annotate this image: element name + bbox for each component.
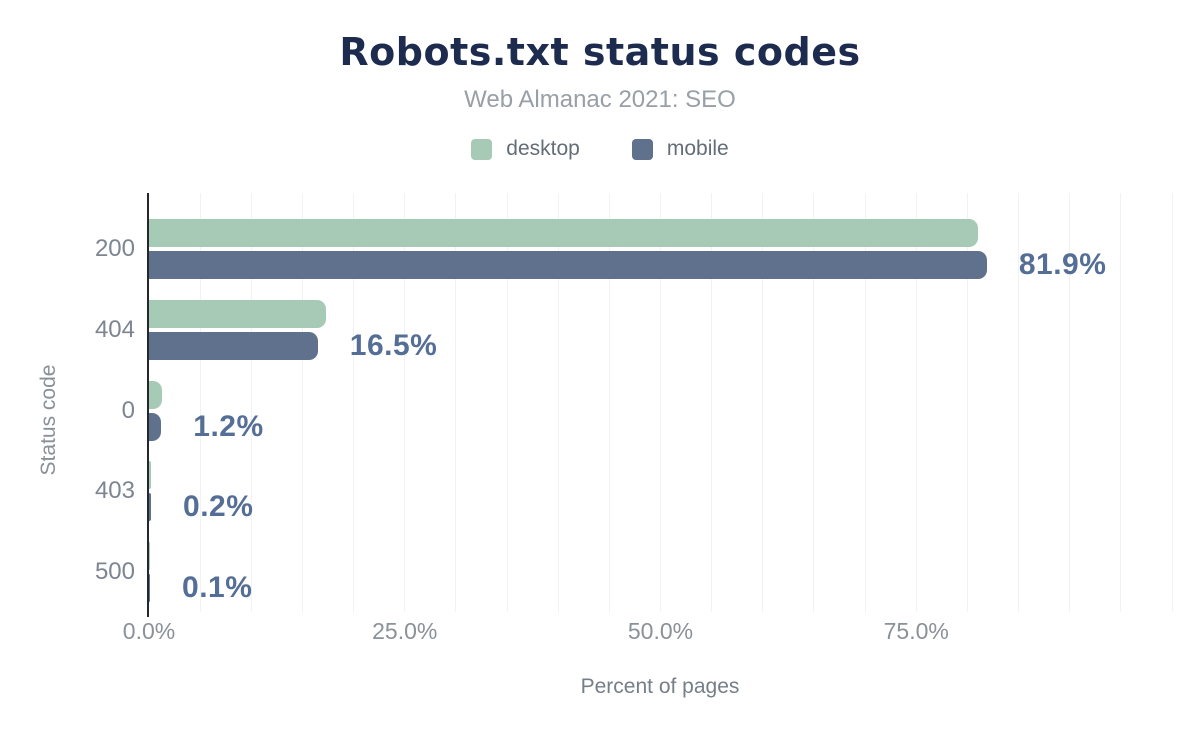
x-tick-50: 50.0% xyxy=(627,618,694,644)
gridline xyxy=(557,193,559,612)
gridline xyxy=(813,193,815,612)
bar-desktop-0 xyxy=(149,380,163,409)
gridline xyxy=(506,193,508,612)
value-label-404: 16.5% xyxy=(349,328,438,362)
value-label-500: 0.1% xyxy=(182,570,253,604)
gridline xyxy=(1018,193,1020,612)
gridline xyxy=(711,193,713,612)
bar-mobile-0 xyxy=(149,412,162,441)
gridline xyxy=(608,193,610,612)
y-axis-line xyxy=(147,193,149,617)
gridline xyxy=(864,193,866,612)
chart-header: Robots.txt status codes Web Almanac 2021… xyxy=(0,0,1200,161)
y-tick-0: 0 xyxy=(121,396,135,424)
gridline xyxy=(915,193,917,612)
legend-item-desktop: desktop xyxy=(471,137,580,161)
legend-item-mobile: mobile xyxy=(631,137,729,161)
bar-desktop-404 xyxy=(149,299,326,328)
gridline xyxy=(199,193,201,612)
y-tick-200: 200 xyxy=(94,235,135,263)
bar-desktop-403 xyxy=(149,461,152,490)
gridline xyxy=(1069,193,1071,612)
gridline xyxy=(455,193,457,612)
plot-area: Percent of pages Status code 200 81.9% 404… xyxy=(37,193,1173,698)
gridline xyxy=(660,193,661,612)
legend-label: mobile xyxy=(666,137,729,160)
gridline xyxy=(762,193,764,612)
chart-subtitle: Web Almanac 2021: SEO xyxy=(464,86,736,113)
x-tick-0: 0.0% xyxy=(122,618,176,644)
gridline xyxy=(353,193,355,612)
bar-mobile-404 xyxy=(149,331,318,360)
value-label-200: 81.9% xyxy=(1018,248,1107,282)
bar-mobile-500 xyxy=(149,573,151,602)
legend-label: desktop xyxy=(506,137,580,160)
y-tick-403: 403 xyxy=(94,477,135,505)
legend: desktop mobile xyxy=(0,137,1200,161)
gridline xyxy=(966,193,968,612)
value-label-0: 1.2% xyxy=(193,409,264,443)
gridline xyxy=(301,193,303,612)
x-tick-75: 75.0% xyxy=(883,618,949,644)
bar-desktop-200 xyxy=(149,219,978,248)
legend-swatch-desktop xyxy=(471,138,493,160)
bar-desktop-500 xyxy=(149,541,151,570)
gridline xyxy=(1171,193,1173,612)
gridline xyxy=(404,193,406,612)
y-tick-404: 404 xyxy=(94,315,135,343)
value-label-403: 0.2% xyxy=(183,490,254,524)
y-tick-500: 500 xyxy=(94,557,135,585)
bar-mobile-200 xyxy=(149,251,987,280)
x-tick-25: 25.0% xyxy=(372,618,438,644)
y-axis-title: Status code xyxy=(37,364,60,476)
gridline xyxy=(1120,193,1122,612)
bar-mobile-403 xyxy=(149,493,152,522)
gridline xyxy=(250,193,252,612)
legend-swatch-mobile xyxy=(631,138,653,160)
x-axis-title: Percent of pages xyxy=(580,675,740,698)
chart-title: Robots.txt status codes xyxy=(339,30,861,74)
